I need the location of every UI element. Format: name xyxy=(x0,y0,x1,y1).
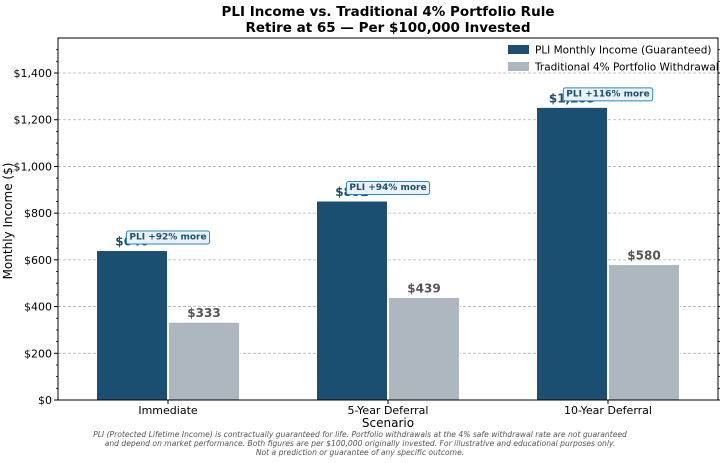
legend: PLI Monthly Income (Guaranteed) Tradition… xyxy=(508,45,719,74)
bar-pli xyxy=(537,107,608,400)
footnote-line-3: Not a prediction or guarantee of any spe… xyxy=(256,448,464,457)
y-tick-label: $200 xyxy=(24,347,52,360)
bar-traditional xyxy=(389,297,460,400)
chart-title-line1: PLI Income vs. Traditional 4% Portfolio … xyxy=(222,4,555,20)
y-tick-label: $400 xyxy=(24,301,52,314)
annotation-box: PLI +92% more xyxy=(126,231,209,244)
bar-traditional xyxy=(169,322,240,400)
bar-value-label: $333 xyxy=(187,306,220,320)
annotation-text: PLI +116% more xyxy=(566,89,649,99)
footnote-line-1: PLI (Protected Lifetime Income) is contr… xyxy=(93,430,627,439)
legend-label-traditional: Traditional 4% Portfolio Withdrawal xyxy=(534,62,719,74)
bar-value-label: $439 xyxy=(407,281,440,295)
legend-swatch-traditional xyxy=(508,62,529,71)
y-tick-label: $1,400 xyxy=(14,67,53,80)
y-tick-label: $800 xyxy=(24,207,52,220)
y-tick-label: $600 xyxy=(24,254,52,267)
x-axis-label: Scenario xyxy=(362,416,414,430)
y-tick-label: $1,000 xyxy=(14,160,53,173)
annotation-box: PLI +116% more xyxy=(563,88,652,101)
bar-pli xyxy=(317,201,388,400)
bar-traditional xyxy=(609,265,680,400)
x-tick-label: 10-Year Deferral xyxy=(564,404,652,417)
legend-label-pli: PLI Monthly Income (Guaranteed) xyxy=(535,45,712,57)
chart-title-line2: Retire at 65 — Per $100,000 Invested xyxy=(246,20,531,36)
annotation-text: PLI +92% more xyxy=(129,233,206,243)
y-tick-label: $0 xyxy=(38,394,52,407)
bar-pli xyxy=(97,251,168,400)
bar-value-label: $580 xyxy=(627,249,660,263)
y-axis-label: Monthly Income ($) xyxy=(1,163,15,280)
legend-swatch-pli xyxy=(508,45,529,54)
x-tick-label: Immediate xyxy=(138,404,198,417)
annotation-box: PLI +94% more xyxy=(346,182,429,195)
y-tick-label: $1,200 xyxy=(14,114,53,127)
footnote-line-2: and depend on market performance. Both f… xyxy=(105,439,616,448)
bars-layer xyxy=(97,107,680,400)
annotation-text: PLI +94% more xyxy=(349,183,426,193)
